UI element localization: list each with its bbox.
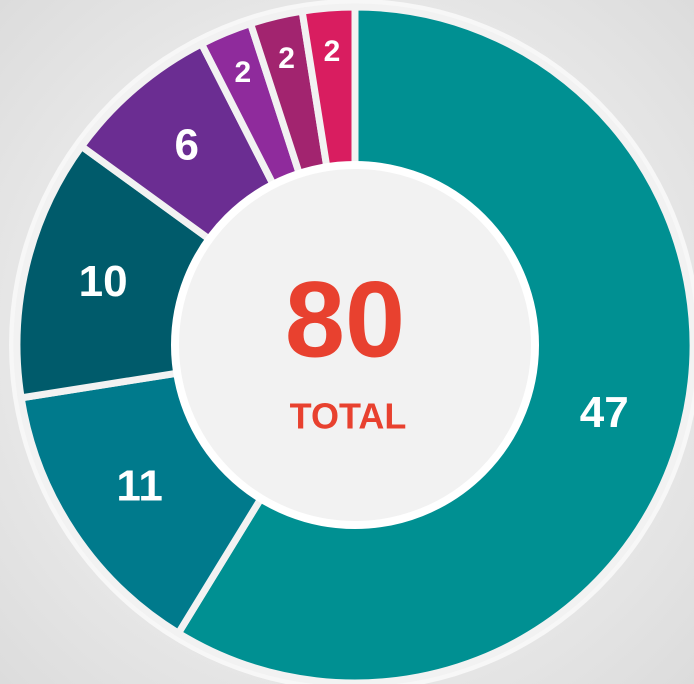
page: {"chart_data": {"type": "donut", "values…: [0, 0, 694, 684]
slice-label: 2: [278, 42, 295, 75]
slice-label: 10: [79, 257, 128, 306]
slice-label: 2: [235, 56, 252, 89]
slice-label: 2: [324, 35, 341, 68]
slice-label: 6: [175, 121, 199, 170]
slice-label: 11: [116, 462, 163, 511]
slice-label: 47: [580, 388, 629, 437]
total-value: 80: [285, 259, 405, 380]
chart: 4711106222 80 TOTAL: [0, 0, 694, 684]
total-label: TOTAL: [290, 396, 407, 437]
